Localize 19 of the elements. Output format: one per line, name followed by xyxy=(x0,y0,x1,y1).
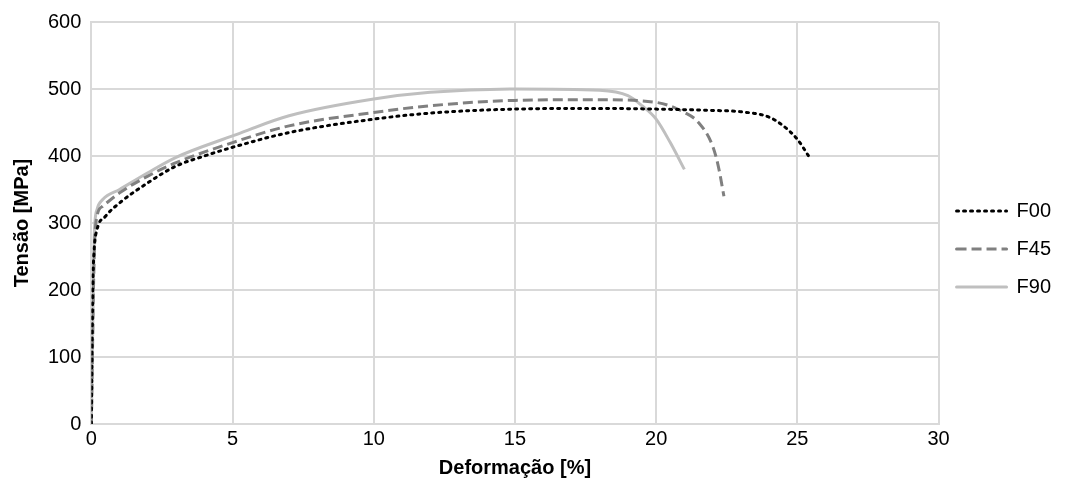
y-tick-label: 100 xyxy=(47,344,82,367)
y-tick-label: 200 xyxy=(47,277,82,300)
y-tick-label: 400 xyxy=(47,143,82,166)
y-axis-title: Tensão [MPa] xyxy=(9,158,32,288)
x-tick-label: 20 xyxy=(645,426,668,449)
y-tick-label: 500 xyxy=(47,76,82,99)
legend-label: F90 xyxy=(1016,274,1052,297)
x-tick-label: 0 xyxy=(85,426,97,449)
legend-label: F00 xyxy=(1016,198,1052,221)
y-tick-label: 0 xyxy=(70,411,82,434)
x-axis-title: Deformação [%] xyxy=(438,455,592,478)
y-tick-label: 600 xyxy=(47,9,82,32)
x-tick-label: 15 xyxy=(503,426,527,449)
y-tick-label: 300 xyxy=(47,210,82,233)
x-tick-label: 30 xyxy=(927,426,950,449)
legend-label: F45 xyxy=(1016,236,1052,259)
x-tick-label: 5 xyxy=(227,426,239,449)
x-tick-label: 10 xyxy=(362,426,385,449)
x-tick-label: 25 xyxy=(786,426,809,449)
